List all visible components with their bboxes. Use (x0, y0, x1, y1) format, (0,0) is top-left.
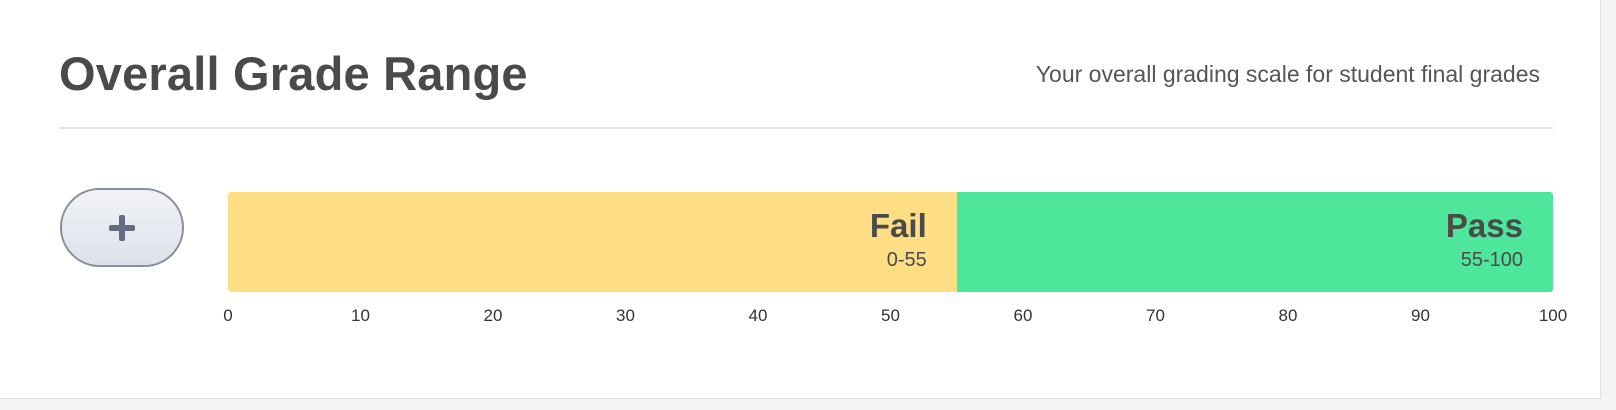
segment-name: Fail (869, 207, 927, 244)
scale-tick: 70 (1146, 306, 1165, 325)
segment-range: 0-55 (886, 249, 927, 271)
scale-tick: 80 (1278, 306, 1298, 325)
scale-axis: 0 10 20 30 40 50 60 70 80 90 100 (223, 306, 1567, 336)
scale-tick: 0 (223, 306, 233, 325)
header-divider (59, 127, 1553, 129)
segment-name: Pass (1445, 207, 1523, 244)
page-title: Overall Grade Range (59, 47, 528, 100)
add-grade-range-button[interactable] (60, 188, 184, 267)
grade-segment-pass[interactable]: Pass 55-100 (956, 192, 1553, 292)
grade-segment-fail[interactable]: Fail 0-55 (228, 192, 957, 292)
grade-range-card: Overall Grade Range Your overall grading… (0, 0, 1601, 399)
scale-tick: 30 (616, 306, 635, 325)
grade-range-bar: Fail 0-55 Pass 55-100 (228, 192, 1553, 292)
plus-icon (109, 214, 135, 241)
scale-tick: 40 (748, 306, 768, 325)
page-subtitle: Your overall grading scale for student f… (1035, 61, 1540, 87)
scale-tick: 50 (881, 306, 900, 325)
scale-tick: 10 (351, 306, 370, 325)
scale-tick: 90 (1411, 306, 1430, 325)
scale-tick: 100 (1538, 306, 1568, 325)
segment-range: 55-100 (1460, 249, 1523, 271)
scale-tick: 60 (1013, 306, 1033, 325)
scale-tick: 20 (483, 306, 503, 325)
